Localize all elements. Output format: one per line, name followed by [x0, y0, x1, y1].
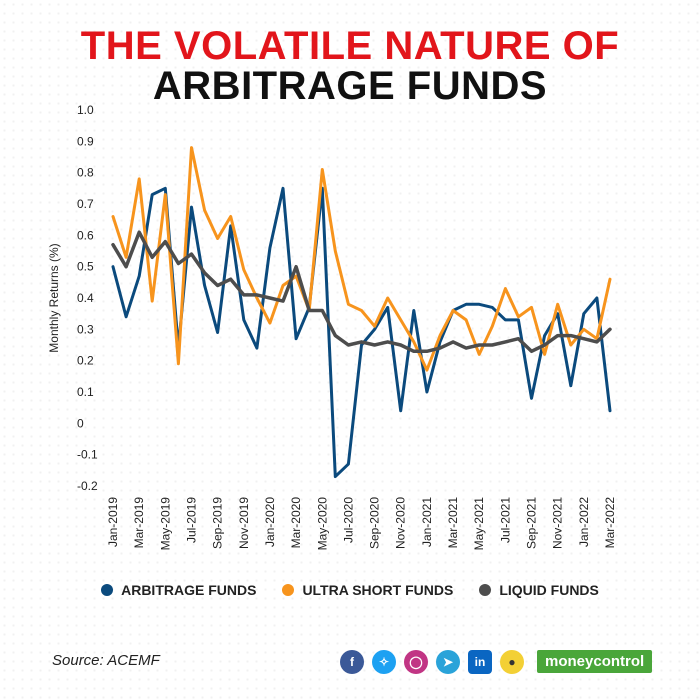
y-tick-label: 0.2 [77, 354, 94, 368]
x-tick-label: Nov-2019 [237, 497, 251, 549]
legend-item-liquid: LIQUID FUNDS [479, 582, 599, 598]
twitter-icon[interactable]: ✧ [372, 650, 396, 674]
x-tick-label: Mar-2019 [132, 497, 146, 549]
x-tick-label: Sep-2020 [368, 497, 382, 549]
series-lines [111, 146, 612, 479]
x-tick-label: Mar-2021 [446, 497, 460, 549]
linkedin-icon[interactable]: in [468, 650, 492, 674]
series-line-arbitrage-funds [111, 186, 612, 479]
y-tick-label: 0.1 [77, 385, 94, 399]
x-tick-label: May-2020 [315, 497, 329, 551]
y-tick-label: 0.7 [77, 197, 94, 211]
legend-marker-arbitrage [101, 584, 114, 596]
telegram-icon[interactable]: ➤ [436, 650, 460, 674]
y-tick-label: 0.3 [77, 322, 94, 336]
legend-item-ultra-short: ULTRA SHORT FUNDS [282, 582, 453, 598]
chart-title-line-1: THE VOLATILE NATURE OF [80, 24, 620, 68]
x-tick-label: Jul-2020 [341, 497, 355, 543]
x-tick-label: Nov-2020 [394, 497, 408, 549]
series-line-ultra-short-funds [111, 146, 612, 372]
legend-label-liquid: LIQUID FUNDS [499, 582, 599, 598]
legend-label-arbitrage: ARBITRAGE FUNDS [121, 582, 257, 598]
x-tick-label: Jul-2021 [498, 497, 512, 543]
legend-marker-liquid [479, 584, 492, 596]
legend-item-arbitrage: ARBITRAGE FUNDS [101, 582, 256, 598]
x-tick-label: Sep-2019 [211, 497, 225, 549]
facebook-icon[interactable]: f [340, 650, 364, 674]
y-tick-label: -0.1 [77, 448, 98, 462]
y-tick-label: 0.9 [77, 134, 94, 148]
x-tick-label: Jan-2021 [420, 497, 434, 547]
brand-logo: moneycontrol [537, 650, 653, 673]
x-tick-label: May-2019 [158, 497, 172, 551]
x-tick-label: Jan-2020 [263, 497, 277, 547]
legend-label-ultra-short: ULTRA SHORT FUNDS [302, 582, 454, 598]
source-note: Source: ACEMF [52, 652, 160, 669]
legend: ARBITRAGE FUNDS ULTRA SHORT FUNDS LIQUID… [0, 582, 700, 598]
instagram-icon[interactable]: ◯ [404, 650, 428, 674]
y-tick-label: 0.6 [77, 228, 94, 242]
x-tick-label: Nov-2021 [551, 497, 565, 549]
series-line-liquid-funds [111, 230, 612, 354]
y-tick-label: -0.2 [77, 479, 98, 493]
x-tick-label: Jan-2019 [106, 497, 120, 547]
x-axis-ticks: Jan-2019 Mar-2019 May-2019 Jul-2019 Sep-2019… [106, 497, 617, 551]
x-tick-label: Mar-2020 [289, 497, 303, 549]
x-tick-label: Jan-2022 [577, 497, 591, 547]
koo-icon[interactable]: ● [500, 650, 524, 674]
x-tick-label: May-2021 [472, 497, 486, 551]
y-axis-label: Monthly Returns (%) [47, 243, 61, 352]
y-tick-label: 1.0 [77, 103, 94, 117]
x-tick-label: Jul-2019 [184, 497, 198, 543]
line-chart: 1.00.90.80.70.60.50.40.30.20.10-0.1-0.2 … [47, 103, 617, 551]
chart-title-line-2: ARBITRAGE FUNDS [152, 64, 548, 108]
y-tick-label: 0.5 [77, 260, 94, 274]
social-icons: f ✧ ◯ ➤ in ● [340, 650, 524, 674]
x-tick-label: Sep-2021 [525, 497, 539, 549]
y-tick-label: 0.8 [77, 166, 94, 180]
y-axis-ticks: 1.0 0.9 0.8 0.7 0.6 0.5 0.4 0.3 0.2 0.1 0 -0.1 -0.2 [77, 103, 98, 493]
y-tick-label: 0 [77, 416, 84, 430]
y-tick-label: 0.4 [77, 291, 94, 305]
x-tick-label: Mar-2022 [603, 497, 617, 549]
legend-marker-ultra-short [282, 584, 295, 596]
